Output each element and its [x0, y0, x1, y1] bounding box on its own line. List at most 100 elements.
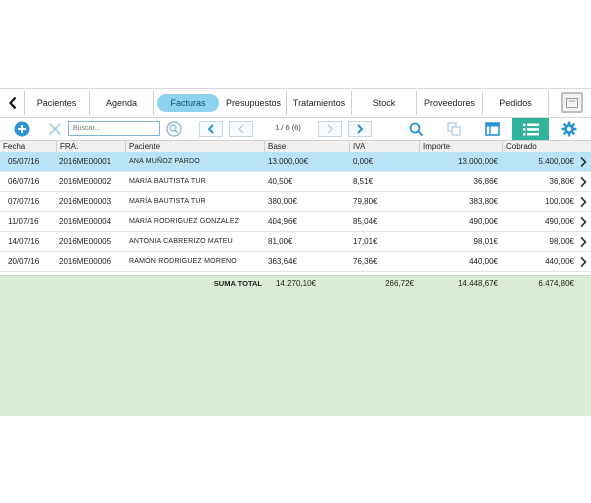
chevron-left-icon	[207, 124, 214, 134]
tab-tratamientos[interactable]: Tratamientos	[287, 91, 352, 115]
search-button[interactable]	[164, 120, 184, 138]
layout-button[interactable]	[482, 120, 502, 138]
last-page-button[interactable]	[348, 121, 372, 137]
cell-cobrado: 440,00€	[545, 257, 574, 266]
table-row[interactable]: 14/07/16 2016ME00005 ANTONIA CABRERIZO M…	[0, 232, 591, 252]
table-row[interactable]: 05/07/16 2016ME00001 ANA MUÑOZ PARDO 13.…	[0, 152, 591, 172]
chevron-right-icon	[357, 124, 364, 134]
totals-panel: SUMA TOTAL 14.270,10€ 266,72€ 14.448,67€…	[0, 275, 591, 416]
cell-fra: 2016ME00002	[59, 177, 112, 186]
tab-presupuestos[interactable]: Presupuestos	[221, 91, 287, 115]
col-iva[interactable]: IVA	[349, 141, 419, 152]
cell-base: 363,64€	[268, 257, 297, 266]
search-circle-icon	[166, 121, 182, 137]
chevron-right-icon[interactable]	[578, 256, 588, 268]
table-row[interactable]: 11/07/16 2016ME00004 MARÍA RODRIGUEZ GON…	[0, 212, 591, 232]
first-page-button[interactable]	[229, 121, 253, 137]
next-page-button[interactable]	[318, 121, 342, 137]
cell-paciente: MARÍA BAUTISTA TUR	[129, 198, 206, 205]
cell-importe: 36,86€	[473, 177, 498, 186]
cell-base: 81,00€	[268, 237, 293, 246]
col-fra[interactable]: FRA.	[56, 141, 125, 152]
search-input[interactable]	[68, 121, 160, 136]
total-importe: 14.448,67€	[457, 279, 498, 288]
table-row[interactable]: 07/07/16 2016ME00003 MARÍA BAUTISTA TUR …	[0, 192, 591, 212]
gear-icon	[561, 121, 577, 137]
tab-facturas[interactable]: Facturas	[157, 94, 219, 112]
cell-fra: 2016ME00003	[59, 197, 112, 206]
cell-iva: 0,00€	[353, 157, 374, 166]
cell-fra: 2016ME00005	[59, 237, 112, 246]
total-iva: 266,72€	[385, 279, 414, 288]
cell-cobrado: 5.400,00€	[538, 157, 574, 166]
clear-button[interactable]	[46, 120, 64, 138]
add-button[interactable]	[12, 120, 32, 138]
tray-button[interactable]	[561, 92, 583, 113]
chevron-left-icon	[237, 124, 244, 134]
totals-label: SUMA TOTAL	[213, 279, 262, 288]
tab-stock[interactable]: Stock	[352, 91, 417, 115]
cell-iva: 17,01€	[353, 237, 378, 246]
cell-fecha: 07/07/16	[8, 197, 40, 206]
magnifier-icon	[409, 122, 423, 136]
settings-button[interactable]	[559, 120, 579, 138]
main-nav: Pacientes Agenda Facturas Presupuestos T…	[0, 89, 591, 118]
plus-circle-icon	[14, 121, 30, 137]
chevron-right-icon[interactable]	[578, 216, 588, 228]
col-fecha[interactable]: Fecha	[3, 142, 26, 151]
cell-base: 380,00€	[268, 197, 297, 206]
prev-page-button[interactable]	[199, 121, 223, 137]
tab-pacientes[interactable]: Pacientes	[24, 91, 90, 115]
cell-base: 40,50€	[268, 177, 293, 186]
copy-icon	[446, 121, 461, 136]
tab-agenda[interactable]: Agenda	[90, 91, 154, 115]
tab-proveedores[interactable]: Proveedores	[417, 91, 483, 115]
cell-iva: 79,80€	[353, 197, 378, 206]
table-row[interactable]: 06/07/16 2016ME00002 MARÍA BAUTISTA TUR …	[0, 172, 591, 192]
tray-icon	[566, 97, 578, 108]
col-base[interactable]: Base	[264, 141, 349, 152]
app-window: Pacientes Agenda Facturas Presupuestos T…	[0, 88, 591, 416]
cell-paciente: MARÍA BAUTISTA TUR	[129, 178, 206, 185]
chevron-right-icon[interactable]	[578, 196, 588, 208]
cell-fra: 2016ME00004	[59, 217, 112, 226]
cell-importe: 383,80€	[469, 197, 498, 206]
cell-cobrado: 98,00€	[549, 237, 574, 246]
chevron-right-icon[interactable]	[578, 176, 588, 188]
cell-base: 13.000,00€	[268, 157, 309, 166]
back-button[interactable]	[2, 91, 25, 115]
cell-iva: 76,36€	[353, 257, 378, 266]
find-button[interactable]	[406, 120, 426, 138]
cell-base: 404,96€	[268, 217, 297, 226]
total-cobrado: 6.474,80€	[538, 279, 574, 288]
cell-cobrado: 36,80€	[549, 177, 574, 186]
cell-importe: 440,00€	[469, 257, 498, 266]
chevron-right-icon	[327, 124, 334, 134]
cell-fecha: 11/07/16	[8, 217, 39, 226]
table-row[interactable]: 20/07/16 2016ME00006 RAMÓN RODRIGUEZ MOR…	[0, 252, 591, 272]
cell-fecha: 05/07/16	[8, 157, 40, 166]
total-base: 14.270,10€	[275, 279, 316, 288]
list-view-button[interactable]	[512, 118, 549, 140]
col-importe[interactable]: Importe	[419, 141, 502, 152]
list-icon	[522, 123, 539, 135]
chevron-right-icon[interactable]	[578, 156, 588, 168]
cell-paciente: MARÍA RODRIGUEZ GONZALEZ	[129, 218, 240, 225]
col-paciente[interactable]: Paciente	[125, 141, 264, 152]
cell-importe: 13.000,00€	[457, 157, 498, 166]
layout-icon	[484, 122, 500, 136]
chevron-right-icon[interactable]	[578, 236, 588, 248]
page-indicator: 1 / 6 (6)	[275, 123, 301, 132]
copy-button[interactable]	[444, 120, 464, 138]
cell-paciente: ANA MUÑOZ PARDO	[129, 158, 200, 165]
cell-fra: 2016ME00001	[59, 157, 112, 166]
cell-cobrado: 490,00€	[545, 217, 574, 226]
toolbar: 1 / 6 (6)	[0, 118, 591, 140]
cell-iva: 8,51€	[353, 177, 374, 186]
col-cobrado[interactable]: Cobrado	[502, 141, 577, 152]
close-icon	[48, 122, 62, 136]
tab-pedidos[interactable]: Pedidos	[483, 91, 549, 115]
cell-fecha: 14/07/16	[8, 237, 40, 246]
cell-fecha: 20/07/16	[8, 257, 40, 266]
cell-importe: 490,00€	[469, 217, 498, 226]
